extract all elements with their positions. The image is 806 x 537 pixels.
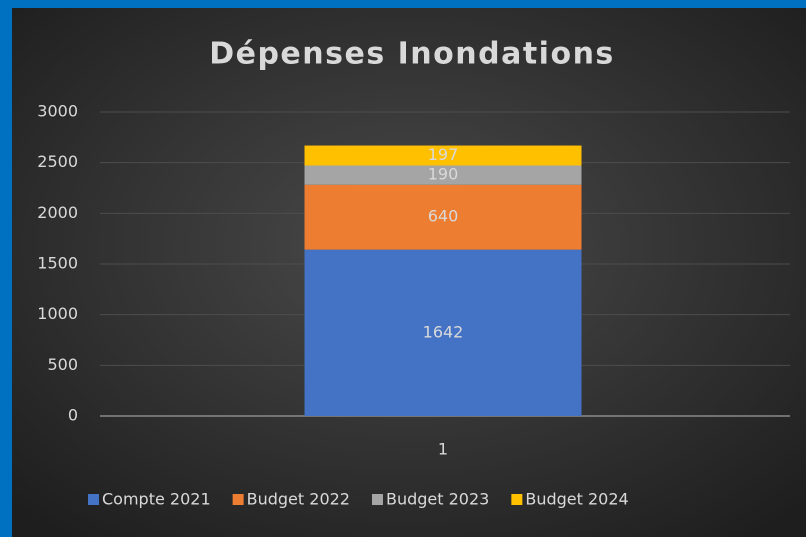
- y-tick-label: 1000: [37, 304, 78, 323]
- legend-label: Budget 2024: [525, 490, 628, 509]
- legend-swatch: [371, 494, 383, 505]
- y-tick-label: 1500: [37, 254, 78, 273]
- y-tick-label: 500: [47, 355, 78, 374]
- y-tick-label: 0: [68, 406, 78, 425]
- legend-label: Budget 2022: [247, 490, 350, 509]
- legend-label: Budget 2023: [386, 490, 489, 509]
- legend-swatch: [88, 494, 99, 505]
- data-label: 197: [428, 145, 459, 164]
- legend-swatch: [232, 494, 244, 505]
- bar-segment: [304, 249, 582, 416]
- bar-segment: [304, 184, 582, 250]
- bar-segment: [304, 145, 582, 166]
- x-tick-label: 1: [438, 440, 448, 459]
- chart-title: Dépenses Inondations: [209, 37, 615, 72]
- data-label: 190: [428, 165, 459, 184]
- legend-swatch: [511, 494, 523, 505]
- y-tick-label: 2000: [37, 203, 78, 222]
- y-tick-label: 3000: [37, 102, 78, 121]
- legend-label: Compte 2021: [102, 490, 211, 509]
- data-label: 640: [428, 207, 459, 226]
- data-label: 1642: [423, 322, 464, 341]
- y-tick-label: 2500: [37, 152, 78, 171]
- bar-segment: [304, 165, 582, 185]
